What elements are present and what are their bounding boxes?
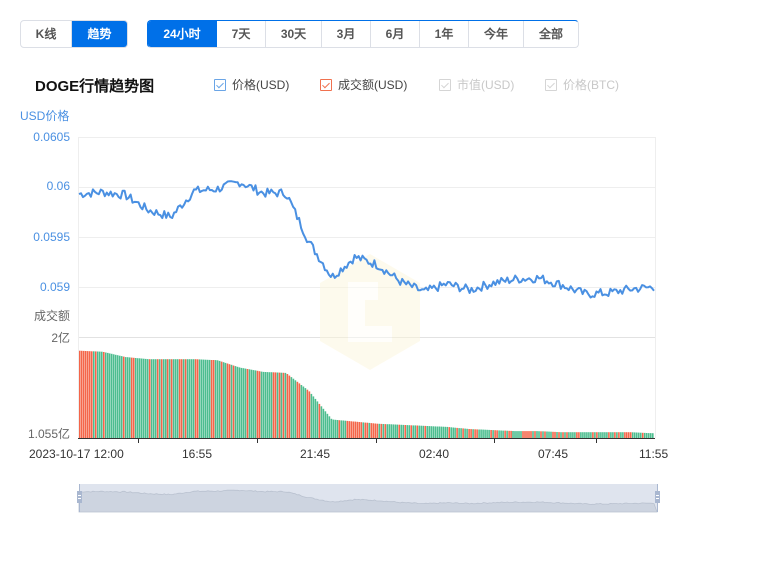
x-tick: 02:40 [419,447,450,461]
price-tick: 0.0595 [33,230,70,244]
legend-label: 成交额(USD) [338,78,408,92]
range-ytd-button[interactable]: 今年 [469,21,524,47]
x-tick: 2023-10-17 12:00 [29,447,124,461]
legend-label: 价格(USD) [232,78,290,92]
x-axis-ticks [138,438,597,443]
x-tick: 11:55 [639,447,669,461]
price-line [78,180,655,299]
range-3m-button[interactable]: 3月 [322,21,371,47]
legend-marketcap-usd[interactable]: 市值(USD) [439,76,514,93]
price-tick: 0.0605 [33,130,70,144]
slider-handle-right[interactable] [655,491,660,503]
time-range-toggle: 24小时 7天 30天 3月 6月 1年 今年 全部 [147,20,579,48]
chart-title: DOGE行情趋势图 [35,78,155,95]
legend-label: 市值(USD) [457,78,515,92]
data-zoom-slider[interactable] [77,484,660,513]
volume-tick: 2亿 [51,331,70,345]
slider-handle-left[interactable] [77,491,82,503]
legend-price-btc[interactable]: 价格(BTC) [545,76,619,93]
volume-axis-label: 成交额 [33,309,70,323]
watermark-logo-icon [320,254,420,370]
legend-volume-usd[interactable]: 成交额(USD) [320,76,407,93]
range-1y-button[interactable]: 1年 [420,21,469,47]
trend-button[interactable]: 趋势 [72,21,127,47]
checkbox-icon [545,78,557,91]
checkbox-icon [320,78,332,91]
checkbox-icon [214,78,226,91]
kline-button[interactable]: K线 [21,21,72,47]
volume-tick: 1.055亿 [27,427,70,441]
x-tick: 16:55 [182,447,213,461]
volume-bars [79,350,654,438]
range-30d-button[interactable]: 30天 [266,21,322,47]
price-tick: 0.06 [46,179,70,193]
price-axis-label: USD价格 [20,109,70,123]
legend-label: 价格(BTC) [563,78,619,92]
range-6m-button[interactable]: 6月 [371,21,420,47]
x-tick: 21:45 [300,447,331,461]
checkbox-icon [439,78,451,91]
range-24h-button[interactable]: 24小时 [148,21,217,47]
legend-price-usd[interactable]: 价格(USD) [214,76,289,93]
range-7d-button[interactable]: 7天 [217,21,266,47]
x-tick: 07:45 [538,447,569,461]
range-all-button[interactable]: 全部 [538,27,563,41]
price-tick: 0.059 [39,280,70,294]
chart-type-toggle: K线 趋势 [20,20,128,48]
